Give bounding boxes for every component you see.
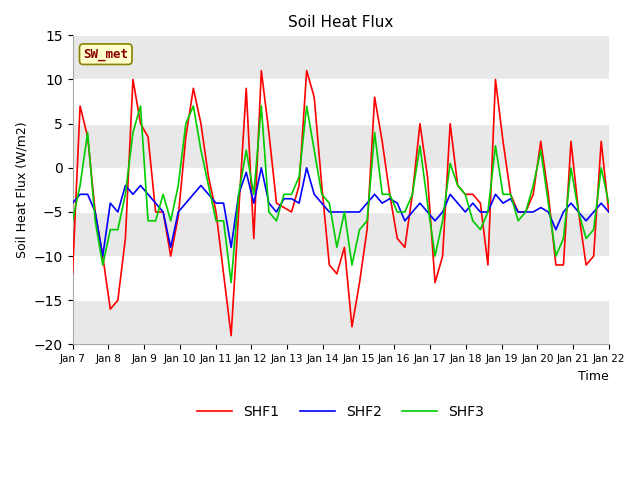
Title: Soil Heat Flux: Soil Heat Flux xyxy=(288,15,394,30)
SHF3 xyxy=(575,209,582,215)
SHF2 xyxy=(265,200,273,206)
SHF2 xyxy=(257,165,265,171)
SHF1 xyxy=(386,192,394,197)
SHF3 xyxy=(227,280,235,286)
SHF2 xyxy=(68,200,76,206)
SHF1 xyxy=(265,130,273,135)
Bar xyxy=(72,300,609,345)
Line: SHF1: SHF1 xyxy=(72,71,609,336)
SHF2 xyxy=(446,192,454,197)
SHF3 xyxy=(137,103,145,109)
SHF3 xyxy=(152,218,159,224)
SHF2 xyxy=(386,196,394,202)
SHF2 xyxy=(575,209,582,215)
SHF3 xyxy=(68,218,76,224)
SHF1 xyxy=(424,174,431,180)
SHF2 xyxy=(605,209,612,215)
SHF2 xyxy=(99,253,107,259)
SHF3 xyxy=(605,200,612,206)
SHF1 xyxy=(605,209,612,215)
SHF3 xyxy=(424,200,431,206)
SHF2 xyxy=(152,200,159,206)
Bar xyxy=(72,212,609,256)
SHF1 xyxy=(446,121,454,127)
SHF3 xyxy=(386,192,394,197)
SHF1 xyxy=(144,134,152,140)
Y-axis label: Soil Heat Flux (W/m2): Soil Heat Flux (W/m2) xyxy=(15,121,28,258)
SHF1 xyxy=(257,68,265,73)
SHF3 xyxy=(446,160,454,166)
Text: SW_met: SW_met xyxy=(83,48,128,60)
X-axis label: Time: Time xyxy=(578,370,609,383)
SHF1 xyxy=(68,271,76,276)
SHF3 xyxy=(265,209,273,215)
Line: SHF3: SHF3 xyxy=(72,106,609,283)
SHF2 xyxy=(424,209,431,215)
SHF1 xyxy=(575,209,582,215)
Bar xyxy=(72,124,609,168)
Legend: SHF1, SHF2, SHF3: SHF1, SHF2, SHF3 xyxy=(191,399,490,424)
Line: SHF2: SHF2 xyxy=(72,168,609,256)
Bar xyxy=(72,36,609,80)
SHF1 xyxy=(227,333,235,338)
